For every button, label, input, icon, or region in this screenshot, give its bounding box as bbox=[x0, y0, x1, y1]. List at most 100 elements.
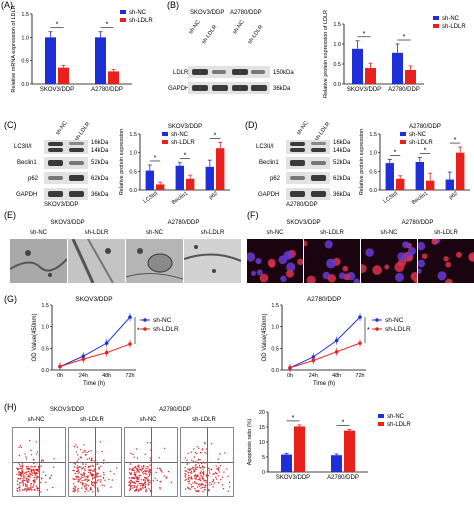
flow-event-dot bbox=[184, 470, 186, 472]
fluorescence-cell bbox=[402, 241, 410, 249]
fluorescence-cell bbox=[421, 253, 428, 259]
flow-event-dot bbox=[76, 446, 78, 448]
fl-f-image-4 bbox=[418, 239, 474, 283]
flow-event-dot bbox=[132, 487, 134, 489]
flow-event-dot bbox=[132, 477, 134, 480]
flow-event-dot bbox=[75, 486, 77, 488]
flow-event-dot bbox=[81, 487, 83, 489]
flow-event-dot bbox=[149, 457, 151, 459]
flow-event-dot bbox=[184, 467, 186, 469]
flow-event-dot bbox=[24, 475, 26, 477]
flow-event-dot bbox=[136, 479, 139, 481]
chart-h-bar-ldlr bbox=[294, 426, 305, 472]
flow-event-dot bbox=[209, 484, 211, 486]
flow-event-dot bbox=[200, 467, 202, 469]
fluorescence-cell bbox=[353, 278, 360, 283]
chart-b-ytick-label: 0.0 bbox=[333, 82, 341, 88]
flow-event-dot bbox=[91, 464, 93, 467]
flow-event-dot bbox=[133, 456, 135, 458]
flow-event-dot bbox=[222, 487, 225, 490]
chart-b-bar-ldlr bbox=[365, 68, 376, 84]
flow-event-dot bbox=[147, 468, 149, 470]
flow-event-dot bbox=[96, 463, 98, 465]
flow-event-dot bbox=[197, 483, 200, 486]
flow-event-dot bbox=[93, 460, 95, 462]
flow-event-dot bbox=[90, 465, 92, 468]
blot-c-row-p62: p62 bbox=[28, 176, 39, 182]
chart-b-bar-ldlr bbox=[405, 70, 416, 84]
flow-event-dot bbox=[200, 484, 202, 486]
fluorescence-cell bbox=[286, 262, 296, 272]
flow-event-dot bbox=[83, 475, 86, 477]
blot-d-kda-36: 36kDa bbox=[333, 192, 351, 198]
flow-event-dot bbox=[27, 481, 30, 483]
flow-event-dot bbox=[80, 449, 82, 451]
flow-event-dot bbox=[26, 468, 28, 470]
flow-event-dot bbox=[16, 480, 19, 482]
flow-event-dot bbox=[203, 471, 205, 473]
chart-b-legend-swatch-ldlr bbox=[433, 24, 439, 28]
flow-event-dot bbox=[140, 488, 142, 491]
flow-event-dot bbox=[139, 483, 141, 485]
flow-event-dot bbox=[202, 491, 204, 493]
chart-g1-sig-star: * bbox=[137, 328, 140, 335]
chart-a-legend-swatch-nc bbox=[120, 10, 126, 14]
flow-event-dot bbox=[187, 480, 189, 483]
flow-event-dot bbox=[31, 489, 33, 491]
fluorescence-cell bbox=[408, 247, 416, 255]
flow-event-dot bbox=[37, 489, 39, 492]
flow-event-dot bbox=[215, 471, 217, 474]
chart-g2-legend-marker-ldlr bbox=[375, 327, 379, 331]
flow-event-dot bbox=[26, 488, 28, 490]
flow-event-dot bbox=[25, 488, 27, 490]
flow-event-dot bbox=[199, 483, 201, 485]
chart-c-ytick-label: 1.5 bbox=[129, 132, 137, 138]
flow-event-dot bbox=[198, 485, 201, 487]
chart-h-legend-label-nc: sh-NC bbox=[387, 414, 405, 420]
chart-a-ytick-label: 0.5 bbox=[21, 59, 29, 65]
flow-event-dot bbox=[50, 474, 53, 477]
flow-event-dot bbox=[215, 465, 217, 467]
flow-event-dot bbox=[203, 486, 206, 488]
flow-event-dot bbox=[96, 480, 98, 482]
flow-event-dot bbox=[194, 465, 197, 467]
flow-event-dot bbox=[204, 479, 206, 482]
panel-f-letter: (F) bbox=[247, 210, 259, 220]
chart-a-sig-star: * bbox=[106, 22, 109, 29]
flow-event-dot bbox=[42, 460, 44, 462]
fluorescence-cell bbox=[372, 265, 382, 275]
flow-event-dot bbox=[89, 469, 92, 472]
flow-event-dot bbox=[76, 470, 78, 473]
fluorescence-cell bbox=[304, 240, 308, 247]
flow-event-dot bbox=[100, 465, 102, 468]
flow-event-dot bbox=[227, 475, 229, 477]
flow-event-dot bbox=[136, 471, 138, 473]
chart-h-ytick-label: 5 bbox=[262, 455, 265, 461]
flow-event-dot bbox=[143, 483, 145, 485]
flow-event-dot bbox=[20, 474, 23, 477]
flow-event-dot bbox=[16, 473, 18, 475]
flow-event-dot bbox=[84, 479, 86, 481]
flow-event-dot bbox=[98, 479, 100, 481]
flow-event-dot bbox=[143, 479, 145, 481]
chart-c-legend-swatch-nc bbox=[162, 132, 168, 136]
flow-event-dot bbox=[77, 458, 80, 460]
flow-event-dot bbox=[201, 448, 204, 450]
flow-event-dot bbox=[139, 485, 142, 487]
flow-event-dot bbox=[202, 478, 204, 480]
flow-event-dot bbox=[16, 467, 18, 469]
flow-event-dot bbox=[27, 465, 29, 468]
flow-event-dot bbox=[133, 471, 136, 474]
flow-event-dot bbox=[19, 485, 21, 487]
chart-g2-ytick-label: 1.0 bbox=[271, 325, 279, 331]
chart-c-bar-ldlr bbox=[156, 184, 165, 190]
flow-event-dot bbox=[81, 479, 83, 482]
chart-c-xcat-label: Beclin1 bbox=[171, 191, 189, 206]
chart-g1-point-ldlr bbox=[81, 357, 86, 361]
flow-event-dot bbox=[20, 472, 22, 475]
flow-event-dot bbox=[81, 484, 84, 486]
chart-g2-legend-label-ldlr: sh-LDLR bbox=[385, 326, 411, 333]
chart-g1-line-nc bbox=[59, 316, 131, 367]
flow-event-dot bbox=[212, 473, 214, 475]
flow-event-dot bbox=[88, 471, 90, 474]
